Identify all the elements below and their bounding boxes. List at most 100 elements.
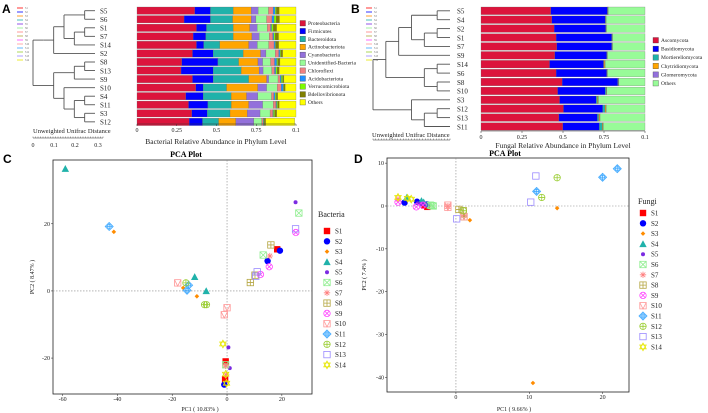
bar-segment-S4-actinobacteriota bbox=[231, 92, 247, 101]
point-s4 bbox=[190, 273, 199, 281]
bar-segment-S13-firmicutes bbox=[180, 66, 214, 75]
bar-segment-S4-cyanobacteria bbox=[246, 92, 258, 101]
bar-segment-S4-verrucomicrobiota bbox=[275, 92, 277, 101]
bar-segment-S5-others bbox=[608, 6, 646, 15]
sample-label: S3 bbox=[457, 97, 465, 105]
bar-segment-S6-cyanobacteria bbox=[251, 15, 257, 24]
x-tick-label: 0 bbox=[226, 397, 229, 403]
legend-swatch bbox=[299, 99, 306, 106]
point-s14 bbox=[222, 378, 231, 388]
bar-segment-S9-proteobacteria bbox=[136, 75, 193, 83]
bar-segment-S9-others bbox=[283, 75, 297, 83]
bar-segment-S12-cyanobacteria bbox=[235, 118, 254, 126]
legend-label: S14 bbox=[335, 361, 346, 369]
bar-segment-S13-proteobacteria bbox=[136, 66, 182, 75]
point-s11 bbox=[182, 285, 192, 295]
bar-segment-S8-unidentified-bacteria bbox=[262, 58, 271, 66]
bar-segment-S14-unidentified-bacteria bbox=[257, 41, 269, 49]
bar-segment-S6-acidobacteriota bbox=[271, 15, 275, 24]
point-s12 bbox=[202, 301, 211, 309]
bar-segment-S5-acidobacteriota bbox=[272, 6, 276, 15]
legend-marker-s9 bbox=[323, 309, 331, 317]
y-tick-label: 0 bbox=[381, 204, 384, 210]
bar-segment-S5-proteobacteria bbox=[136, 6, 195, 15]
bar-segment-S10-others bbox=[606, 86, 646, 95]
fungi-pca-title: PCA Plot bbox=[489, 149, 521, 158]
legend-swatch bbox=[652, 45, 659, 52]
legend-label: Proteobacteria bbox=[308, 21, 340, 27]
mini-legend-label: S8 bbox=[25, 35, 28, 38]
bar-segment-S11-verrucomicrobiota bbox=[276, 100, 278, 109]
bar-segment-S12-bacteroidota bbox=[202, 118, 219, 126]
bar-segment-S7-proteobacteria bbox=[136, 32, 194, 41]
mini-legend-label: S4 bbox=[374, 19, 377, 22]
bar-segment-S3-bacteroidota bbox=[207, 109, 231, 118]
bar-segment-S7-others bbox=[278, 32, 297, 41]
sample-label: S2 bbox=[100, 50, 108, 58]
legend-label: S13 bbox=[651, 333, 662, 341]
bar-segment-S13-mortierellomycota bbox=[597, 113, 599, 122]
point-s13 bbox=[532, 172, 540, 180]
mini-legend-label: S1 bbox=[374, 7, 377, 10]
bar-segment-S6-basidiomycota bbox=[555, 69, 607, 78]
bar-segment-S8-bacteroidota bbox=[217, 58, 239, 66]
mini-legend-label: S11 bbox=[25, 47, 30, 50]
point-s12 bbox=[459, 207, 467, 215]
bar-segment-S3-others bbox=[276, 109, 297, 118]
sample-label: S9 bbox=[457, 52, 465, 60]
legend-label: S7 bbox=[335, 289, 343, 297]
legend-swatch bbox=[652, 71, 659, 78]
bar-segment-S6-ascomycota bbox=[480, 69, 557, 78]
bar-segment-S1-actinobacteriota bbox=[233, 23, 251, 32]
bar-segment-S11-actinobacteriota bbox=[231, 100, 249, 109]
fungi-pca-plot: 0 10 20 10 0 -10 -20 -30 -40 S1 S2 S3 S4 S5 S6 S7 S8 S9 S1… bbox=[376, 157, 662, 401]
bar-segment-S13-basidiomycota bbox=[558, 113, 598, 122]
fungi-pca-ylabel: PC2 ( 7.4% ) bbox=[361, 259, 368, 290]
bar-segment-S10-others bbox=[285, 83, 297, 92]
legend-marker-s11 bbox=[322, 329, 332, 339]
sample-label: S2 bbox=[457, 25, 465, 33]
bar-segment-S14-others bbox=[605, 60, 646, 69]
point-s9 bbox=[265, 263, 273, 271]
bar-segment-S7-bacteroidota bbox=[205, 32, 234, 41]
legend-label: S4 bbox=[335, 258, 343, 266]
bar-segment-S1-others bbox=[276, 23, 297, 32]
mini-legend-label: S7 bbox=[374, 31, 377, 34]
point-s6 bbox=[295, 209, 303, 217]
bacteria-pca-ylabel: PC2 ( 8.47% ) bbox=[29, 260, 36, 294]
bar-segment-S1-unidentified-bacteria bbox=[257, 23, 268, 32]
x-tick-label: -60 bbox=[59, 397, 67, 403]
legend-marker-s14 bbox=[639, 342, 647, 352]
point-s5 bbox=[226, 345, 231, 350]
x-tick-label: 0 bbox=[454, 395, 457, 401]
bar-segment-S6-bacteroidota bbox=[210, 15, 233, 24]
plot-frame bbox=[386, 157, 630, 393]
bar-segment-S3-others bbox=[598, 95, 646, 104]
mini-legend-label: S5 bbox=[25, 23, 28, 26]
legend-marker-s13 bbox=[323, 350, 331, 359]
point-s9 bbox=[412, 203, 420, 211]
legend-label: S2 bbox=[335, 238, 343, 246]
sample-label: S11 bbox=[457, 123, 468, 131]
legend-swatch bbox=[299, 83, 306, 90]
bar-segment-S12-chytridiomycota bbox=[604, 104, 607, 113]
bar-segment-S14-firmicutes bbox=[196, 41, 204, 49]
bar-segment-S10-unidentified-bacteria bbox=[266, 83, 278, 92]
bar-segment-S8-basidiomycota bbox=[562, 78, 618, 86]
y-tick-label: 0 bbox=[47, 289, 50, 295]
bar-segment-S8-proteobacteria bbox=[136, 58, 182, 66]
legend-label: S1 bbox=[651, 210, 659, 218]
x-tick-label: 0 bbox=[136, 128, 139, 134]
y-tick-label: 20 bbox=[44, 222, 50, 228]
bar-segment-S8-cyanobacteria bbox=[257, 58, 263, 66]
bar-segment-S10-basidiomycota bbox=[557, 86, 606, 95]
mini-legend-label: S9 bbox=[374, 39, 377, 42]
mini-legend-label: S9 bbox=[25, 39, 28, 42]
bar-segment-S13-others bbox=[599, 113, 646, 122]
point-s9 bbox=[419, 201, 427, 209]
bar-segment-S8-acidobacteriota bbox=[274, 58, 277, 66]
bar-segment-S1-proteobacteria bbox=[136, 23, 197, 32]
legend-marker-s6 bbox=[323, 278, 331, 287]
bar-segment-S13-unidentified-bacteria bbox=[262, 66, 272, 75]
fungi-legend-title: Fungi bbox=[638, 197, 657, 206]
